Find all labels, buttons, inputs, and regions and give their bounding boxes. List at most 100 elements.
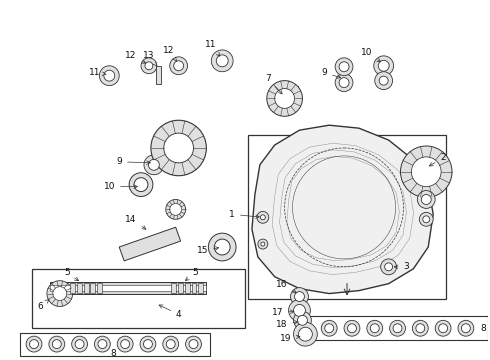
Circle shape — [151, 120, 206, 176]
FancyBboxPatch shape — [192, 283, 196, 293]
Circle shape — [208, 233, 236, 261]
Circle shape — [166, 199, 186, 219]
Circle shape — [294, 292, 304, 302]
Circle shape — [435, 320, 451, 336]
Circle shape — [298, 327, 312, 341]
Text: 5: 5 — [64, 268, 78, 281]
Circle shape — [375, 72, 392, 90]
Text: 4: 4 — [159, 305, 181, 319]
Circle shape — [117, 336, 133, 352]
Circle shape — [413, 320, 428, 336]
Circle shape — [211, 50, 233, 72]
Circle shape — [294, 322, 318, 346]
FancyBboxPatch shape — [156, 66, 161, 84]
Text: 5: 5 — [185, 268, 198, 280]
Circle shape — [458, 320, 474, 336]
Circle shape — [381, 259, 396, 275]
FancyBboxPatch shape — [70, 283, 74, 293]
Text: 15: 15 — [196, 247, 219, 256]
Text: 19: 19 — [280, 334, 300, 343]
Circle shape — [257, 211, 269, 223]
Polygon shape — [252, 125, 433, 294]
Text: 14: 14 — [125, 215, 146, 229]
Text: 1: 1 — [229, 210, 259, 219]
Circle shape — [140, 336, 156, 352]
Circle shape — [75, 339, 84, 348]
Circle shape — [170, 203, 182, 215]
Text: 17: 17 — [272, 308, 294, 317]
Circle shape — [419, 212, 433, 226]
Circle shape — [186, 336, 201, 352]
Circle shape — [291, 288, 308, 306]
Circle shape — [339, 62, 349, 72]
Circle shape — [335, 74, 353, 91]
Circle shape — [29, 339, 39, 348]
Text: 8: 8 — [110, 348, 116, 357]
Circle shape — [52, 339, 61, 348]
Circle shape — [49, 336, 65, 352]
Circle shape — [393, 324, 402, 333]
Circle shape — [216, 55, 228, 67]
Text: 13: 13 — [143, 51, 157, 66]
Text: 16: 16 — [276, 280, 296, 293]
Circle shape — [141, 58, 157, 74]
Circle shape — [260, 215, 265, 220]
Circle shape — [261, 242, 265, 246]
FancyBboxPatch shape — [178, 283, 183, 293]
Text: 8: 8 — [480, 324, 486, 333]
FancyBboxPatch shape — [84, 283, 89, 293]
Circle shape — [173, 61, 184, 71]
Circle shape — [99, 66, 119, 86]
Circle shape — [439, 324, 447, 333]
Circle shape — [335, 58, 353, 76]
Circle shape — [416, 324, 425, 333]
Text: 9: 9 — [321, 68, 341, 78]
Circle shape — [412, 157, 441, 186]
Polygon shape — [119, 227, 181, 261]
Text: 7: 7 — [265, 74, 282, 94]
Circle shape — [400, 146, 452, 198]
Circle shape — [72, 336, 88, 352]
FancyBboxPatch shape — [50, 285, 206, 291]
FancyBboxPatch shape — [76, 283, 81, 293]
Text: 10: 10 — [361, 48, 381, 62]
Circle shape — [258, 239, 268, 249]
Circle shape — [104, 70, 115, 81]
Circle shape — [367, 320, 383, 336]
Text: 18: 18 — [276, 320, 298, 329]
Circle shape — [144, 339, 152, 348]
Circle shape — [275, 89, 294, 108]
Circle shape — [378, 60, 389, 71]
Circle shape — [297, 315, 307, 325]
Circle shape — [321, 320, 337, 336]
Circle shape — [145, 62, 153, 70]
Circle shape — [294, 305, 305, 316]
Circle shape — [164, 133, 194, 163]
Circle shape — [417, 190, 435, 208]
Circle shape — [423, 216, 430, 223]
Circle shape — [374, 56, 393, 76]
Text: 11: 11 — [89, 68, 106, 77]
FancyBboxPatch shape — [171, 283, 176, 293]
Circle shape — [390, 320, 405, 336]
Text: 2: 2 — [429, 153, 446, 166]
Text: 12: 12 — [125, 51, 146, 63]
Circle shape — [148, 159, 159, 170]
Circle shape — [26, 336, 42, 352]
Circle shape — [289, 300, 310, 321]
Text: 11: 11 — [205, 40, 220, 56]
Circle shape — [339, 78, 349, 87]
Circle shape — [347, 324, 356, 333]
Circle shape — [462, 324, 470, 333]
Circle shape — [129, 173, 153, 197]
Circle shape — [98, 339, 107, 348]
FancyBboxPatch shape — [185, 283, 190, 293]
Text: 3: 3 — [394, 262, 409, 271]
Circle shape — [189, 339, 198, 348]
Circle shape — [170, 57, 188, 75]
Circle shape — [166, 339, 175, 348]
Circle shape — [344, 320, 360, 336]
Circle shape — [379, 76, 388, 85]
Text: 10: 10 — [103, 182, 137, 191]
Circle shape — [134, 178, 148, 192]
